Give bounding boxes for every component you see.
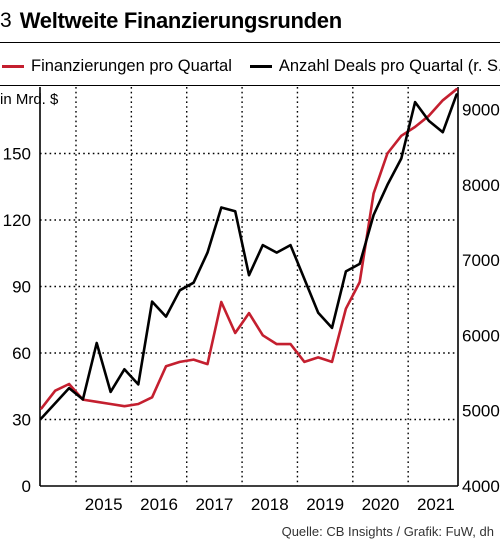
y2-tick-label: 9000 (462, 101, 500, 120)
legend-swatch-funding (2, 64, 24, 68)
y2-tick-label: 4000 (462, 477, 500, 496)
legend-rule (0, 85, 500, 86)
y-tick-label: 120 (3, 211, 31, 230)
legend-label-deals: Anzahl Deals pro Quartal (r. S.) (278, 56, 500, 75)
x-tick-label: 2016 (140, 495, 178, 514)
y-tick-label: 90 (12, 278, 31, 297)
x-tick-label: 2015 (85, 495, 123, 514)
legend-label-funding: Finanzierungen pro Quartal (31, 56, 232, 75)
y2-tick-label: 5000 (462, 402, 500, 421)
title-rule (0, 42, 500, 43)
series-line-deals (40, 93, 458, 420)
y-tick-label: 30 (12, 411, 31, 430)
y2-tick-label: 6000 (462, 326, 500, 345)
x-tick-label: 2021 (417, 495, 455, 514)
x-tick-label: 2020 (362, 495, 400, 514)
y-axis-unit-label: in Mrd. $ (0, 91, 59, 108)
y-tick-label: 0 (22, 477, 31, 496)
y-tick-label: 150 (3, 145, 31, 164)
legend-item-funding: Finanzierungen pro Quartal (0, 57, 232, 76)
legend-item-deals: Anzahl Deals pro Quartal (r. S.) (248, 57, 500, 76)
legend: Finanzierungen pro Quartal Anzahl Deals … (0, 52, 500, 80)
figure-header: 3 Weltweite Finanzierungsrunden (0, 4, 342, 38)
series-line-funding (40, 87, 458, 410)
y2-tick-label: 8000 (462, 176, 500, 195)
source-note: Quelle: CB Insights / Grafik: FuW, dh (281, 524, 494, 539)
x-tick-label: 2017 (195, 495, 233, 514)
legend-swatch-deals (249, 64, 272, 68)
x-tick-label: 2018 (251, 495, 289, 514)
chart-title: Weltweite Finanzierungsrunden (19, 8, 342, 33)
y2-tick-label: 7000 (462, 251, 500, 270)
x-tick-label: 2019 (306, 495, 344, 514)
y-tick-label: 60 (12, 344, 31, 363)
figure-number: 3 (0, 9, 12, 32)
